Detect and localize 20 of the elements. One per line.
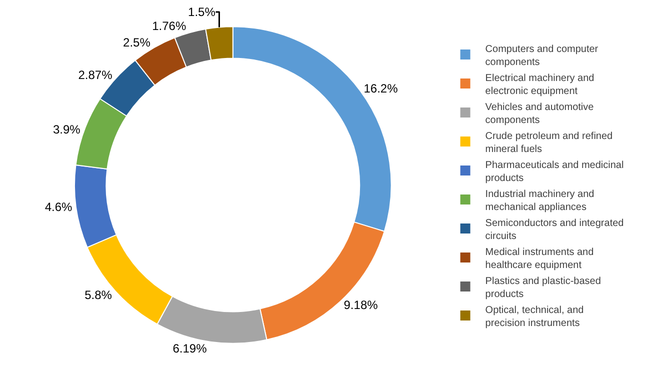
legend-label: Vehicles and automotive components xyxy=(485,102,594,126)
data-label: 2.5% xyxy=(123,35,151,50)
legend-label: Plastics and plastic-based products xyxy=(485,276,601,300)
data-label: 6.19% xyxy=(172,342,208,356)
legend-label: Optical, technical, and precision instruments xyxy=(485,304,584,329)
data-label: 1.76% xyxy=(152,19,186,34)
legend-label: Pharmaceuticals and medicinal products xyxy=(485,160,624,184)
data-label: 16.2% xyxy=(364,81,398,96)
data-label: 4.6% xyxy=(44,200,73,214)
data-label: 2.87% xyxy=(78,68,113,82)
legend-label: Electrical machinery and electronic equipment xyxy=(485,72,594,97)
legend-label: Semiconductors and integrated circuits xyxy=(485,218,624,242)
data-label: 9.18% xyxy=(344,298,378,312)
legend-label: Crude petroleum and refined mineral fuels xyxy=(485,130,613,155)
legend-label: Medical instruments and healthcare equipment xyxy=(485,246,594,271)
legend-label: Computers and computer components xyxy=(485,44,599,68)
data-label: 1.5% xyxy=(188,5,216,20)
data-label: 5.8% xyxy=(84,288,112,302)
data-label: 3.9% xyxy=(52,122,81,137)
legend-label: Industrial machinery and mechanical appliances xyxy=(485,188,594,213)
